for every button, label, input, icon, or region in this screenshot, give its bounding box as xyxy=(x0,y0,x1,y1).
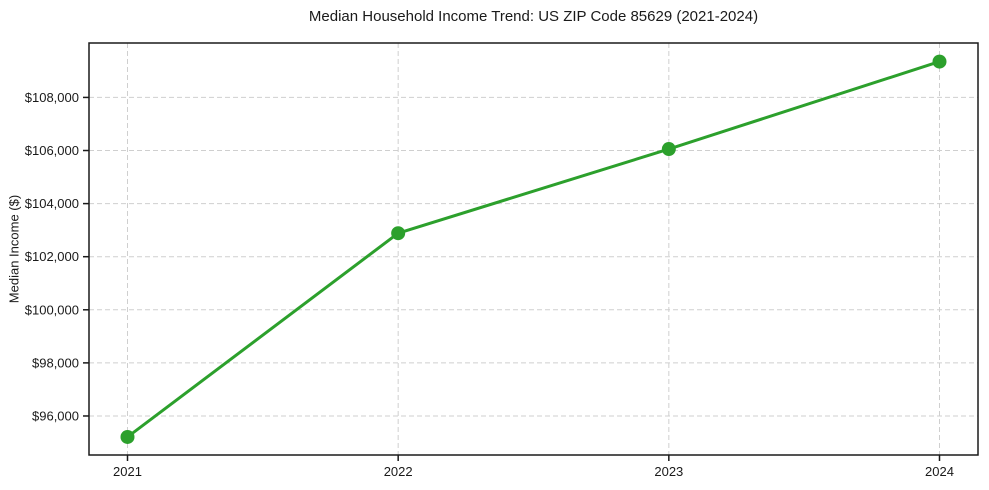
y-tick-label: $100,000 xyxy=(25,302,79,317)
data-point-marker xyxy=(661,142,676,157)
y-tick-label: $96,000 xyxy=(32,408,79,423)
y-tick-label: $108,000 xyxy=(25,90,79,105)
data-point-marker xyxy=(932,54,947,69)
y-tick-label: $98,000 xyxy=(32,355,79,370)
y-axis-label: Median Income ($) xyxy=(6,194,22,304)
x-tick-label: 2023 xyxy=(654,464,683,479)
y-tick-label: $106,000 xyxy=(25,143,79,158)
income-trend-line xyxy=(126,60,941,439)
y-tick-label: $104,000 xyxy=(25,196,79,211)
x-tick-label: 2022 xyxy=(384,464,413,479)
chart-title: Median Household Income Trend: US ZIP Co… xyxy=(308,8,759,25)
data-point-marker xyxy=(391,226,406,241)
data-point-marker xyxy=(120,429,135,444)
y-tick-label: $102,000 xyxy=(25,249,79,264)
plot-border xyxy=(88,42,979,456)
x-tick-label: 2021 xyxy=(113,464,142,479)
x-tick-label: 2024 xyxy=(925,464,954,479)
